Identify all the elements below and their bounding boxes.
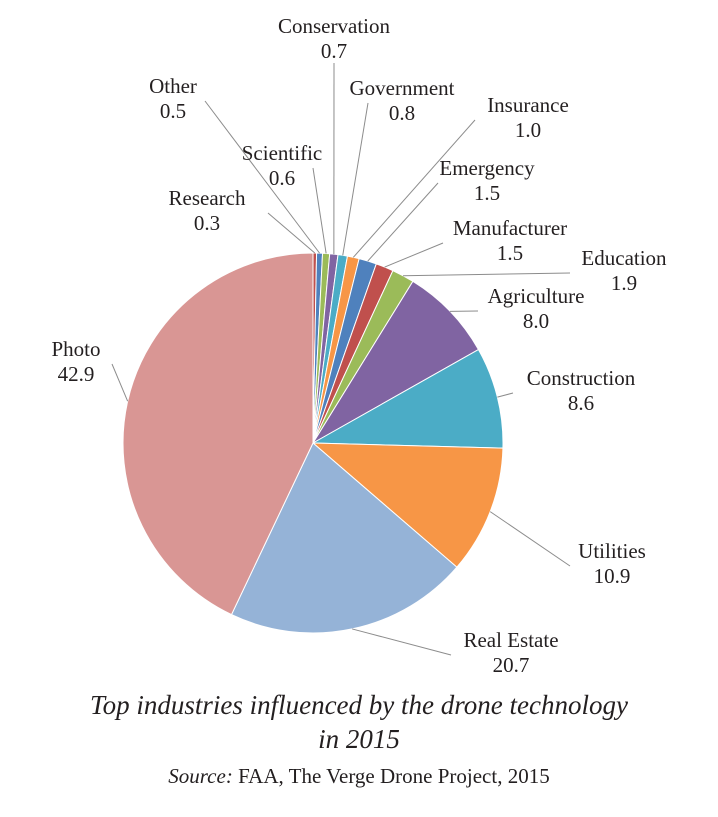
leader-photo	[111, 363, 129, 402]
value-agriculture: 8.0	[523, 309, 549, 333]
value-education: 1.9	[611, 271, 637, 295]
chart-title-line-2: in 2015	[318, 724, 400, 754]
leader-other	[204, 100, 320, 254]
value-manufacturer: 1.5	[497, 241, 523, 265]
value-scientific: 0.6	[269, 166, 295, 190]
label-education: Education	[581, 246, 667, 270]
label-photo: Photo	[51, 337, 100, 361]
label-agriculture: Agriculture	[488, 284, 585, 308]
slice-construction	[311, 348, 504, 449]
label-conservation: Conservation	[278, 14, 390, 38]
source-label: Source:	[168, 764, 233, 788]
leader-construction	[497, 392, 514, 398]
label-real-estate: Real Estate	[463, 628, 558, 652]
value-conservation: 0.7	[321, 39, 347, 63]
leader-education	[403, 272, 571, 277]
leader-emergency	[367, 182, 439, 262]
leader-utilities	[489, 511, 571, 567]
chart-title-line-1: Top industries influenced by the drone t…	[90, 690, 628, 720]
value-photo: 42.9	[58, 362, 95, 386]
value-utilities: 10.9	[594, 564, 631, 588]
leader-lines	[111, 62, 571, 656]
value-insurance: 1.0	[515, 118, 541, 142]
label-insurance: Insurance	[487, 93, 569, 117]
label-utilities: Utilities	[578, 539, 646, 563]
leader-real-estate	[352, 628, 452, 656]
value-other: 0.5	[160, 99, 186, 123]
leader-research	[267, 212, 316, 254]
chart-title: Top industries influenced by the drone t…	[0, 688, 718, 756]
label-manufacturer: Manufacturer	[453, 216, 567, 240]
value-emergency: 1.5	[474, 181, 500, 205]
pie-slices	[122, 252, 504, 634]
leader-government	[342, 102, 369, 256]
value-real-estate: 20.7	[493, 653, 530, 677]
label-emergency: Emergency	[439, 156, 535, 180]
source-note: Source: FAA, The Verge Drone Project, 20…	[0, 764, 718, 789]
value-government: 0.8	[389, 101, 415, 125]
source-text: FAA, The Verge Drone Project, 2015	[232, 764, 550, 788]
value-research: 0.3	[194, 211, 220, 235]
label-other: Other	[149, 74, 197, 98]
label-government: Government	[350, 76, 455, 100]
label-scientific: Scientific	[242, 141, 322, 165]
label-research: Research	[169, 186, 246, 210]
leader-insurance	[352, 119, 476, 258]
slice-photo	[122, 252, 314, 616]
slice-agriculture	[312, 280, 480, 444]
value-construction: 8.6	[568, 391, 594, 415]
label-construction: Construction	[527, 366, 636, 390]
leader-scientific	[312, 167, 327, 254]
leader-manufacturer	[384, 242, 444, 268]
